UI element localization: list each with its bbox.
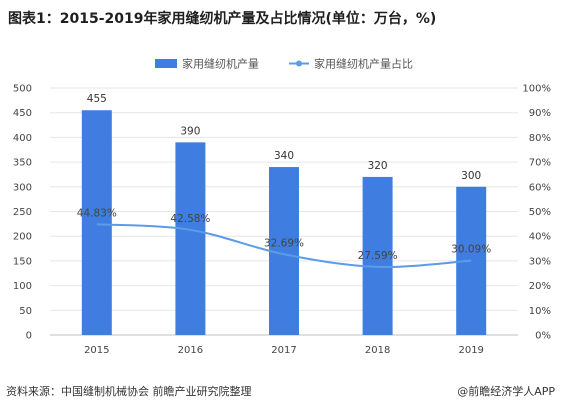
x-tick-label: 2016 [178, 345, 203, 356]
right-tick-label: 70% [529, 158, 551, 169]
x-tick-label: 2015 [84, 345, 109, 356]
share-labels: 44.83% 42.58% 32.69% 27.59% 30.09% [77, 207, 491, 262]
right-tick-label: 0% [535, 331, 551, 342]
source-note: 资料来源：中国缝制机械协会 前瞻产业研究院整理 [6, 385, 252, 398]
right-tick-label: 20% [529, 281, 551, 292]
left-tick-label: 250 [13, 207, 32, 218]
bars [81, 110, 487, 335]
left-tick-label: 150 [13, 256, 32, 267]
legend-line-marker [296, 60, 302, 67]
right-tick-label: 30% [529, 256, 551, 267]
right-tick-label: 100% [522, 84, 551, 95]
left-axis: 0 50 100 150 200 250 300 350 400 450 500 [13, 84, 32, 342]
right-tick-label: 50% [529, 207, 551, 218]
legend-bar-swatch [155, 59, 177, 68]
share-value-label: 42.58% [170, 213, 210, 225]
bar-value-label: 300 [461, 170, 481, 182]
legend-bar-label: 家用缝纫机产量 [182, 57, 259, 71]
left-tick-label: 100 [13, 281, 32, 292]
share-line-path [96, 223, 472, 268]
bar [175, 142, 206, 335]
share-value-label: 27.59% [358, 250, 398, 262]
left-tick-label: 500 [13, 84, 32, 95]
right-tick-label: 80% [529, 133, 551, 144]
share-value-label: 30.09% [451, 244, 491, 256]
right-tick-label: 60% [529, 182, 551, 193]
x-tick-label: 2019 [458, 345, 483, 356]
bar-value-label: 340 [274, 150, 294, 162]
share-value-label: 32.69% [264, 237, 304, 249]
left-tick-label: 400 [13, 133, 32, 144]
legend-line-label: 家用缝纫机产量占比 [314, 57, 413, 71]
left-tick-label: 50 [19, 306, 32, 317]
bar-value-label: 455 [87, 93, 107, 105]
left-tick-label: 350 [13, 158, 32, 169]
x-tick-label: 2018 [365, 345, 390, 356]
right-axis: 0% 10% 20% 30% 40% 50% 60% 70% 80% 90% 100% [522, 84, 551, 342]
share-line [96, 223, 472, 268]
right-tick-label: 90% [529, 108, 551, 119]
x-tick-label: 2017 [271, 345, 296, 356]
bar-labels: 455 390 340 320 300 [87, 93, 481, 182]
share-value-label: 44.83% [77, 207, 117, 219]
legend: 家用缝纫机产量 家用缝纫机产量占比 [155, 57, 413, 71]
brand-tag: @前瞻经济学人APP [457, 385, 555, 398]
bar-value-label: 320 [368, 160, 388, 172]
left-tick-label: 450 [13, 108, 32, 119]
left-tick-label: 200 [13, 232, 32, 243]
bar-value-label: 390 [180, 125, 200, 137]
left-tick-label: 300 [13, 182, 32, 193]
right-tick-label: 10% [529, 306, 551, 317]
chart-title: 图表1：2015-2019年家用缝纫机产量及占比情况(单位：万台，%) [8, 11, 437, 27]
bar [81, 110, 112, 335]
bar [362, 176, 393, 335]
right-tick-label: 40% [529, 232, 551, 243]
x-axis: 2015 2016 2017 2018 2019 [50, 334, 518, 356]
left-tick-label: 0 [26, 331, 32, 342]
